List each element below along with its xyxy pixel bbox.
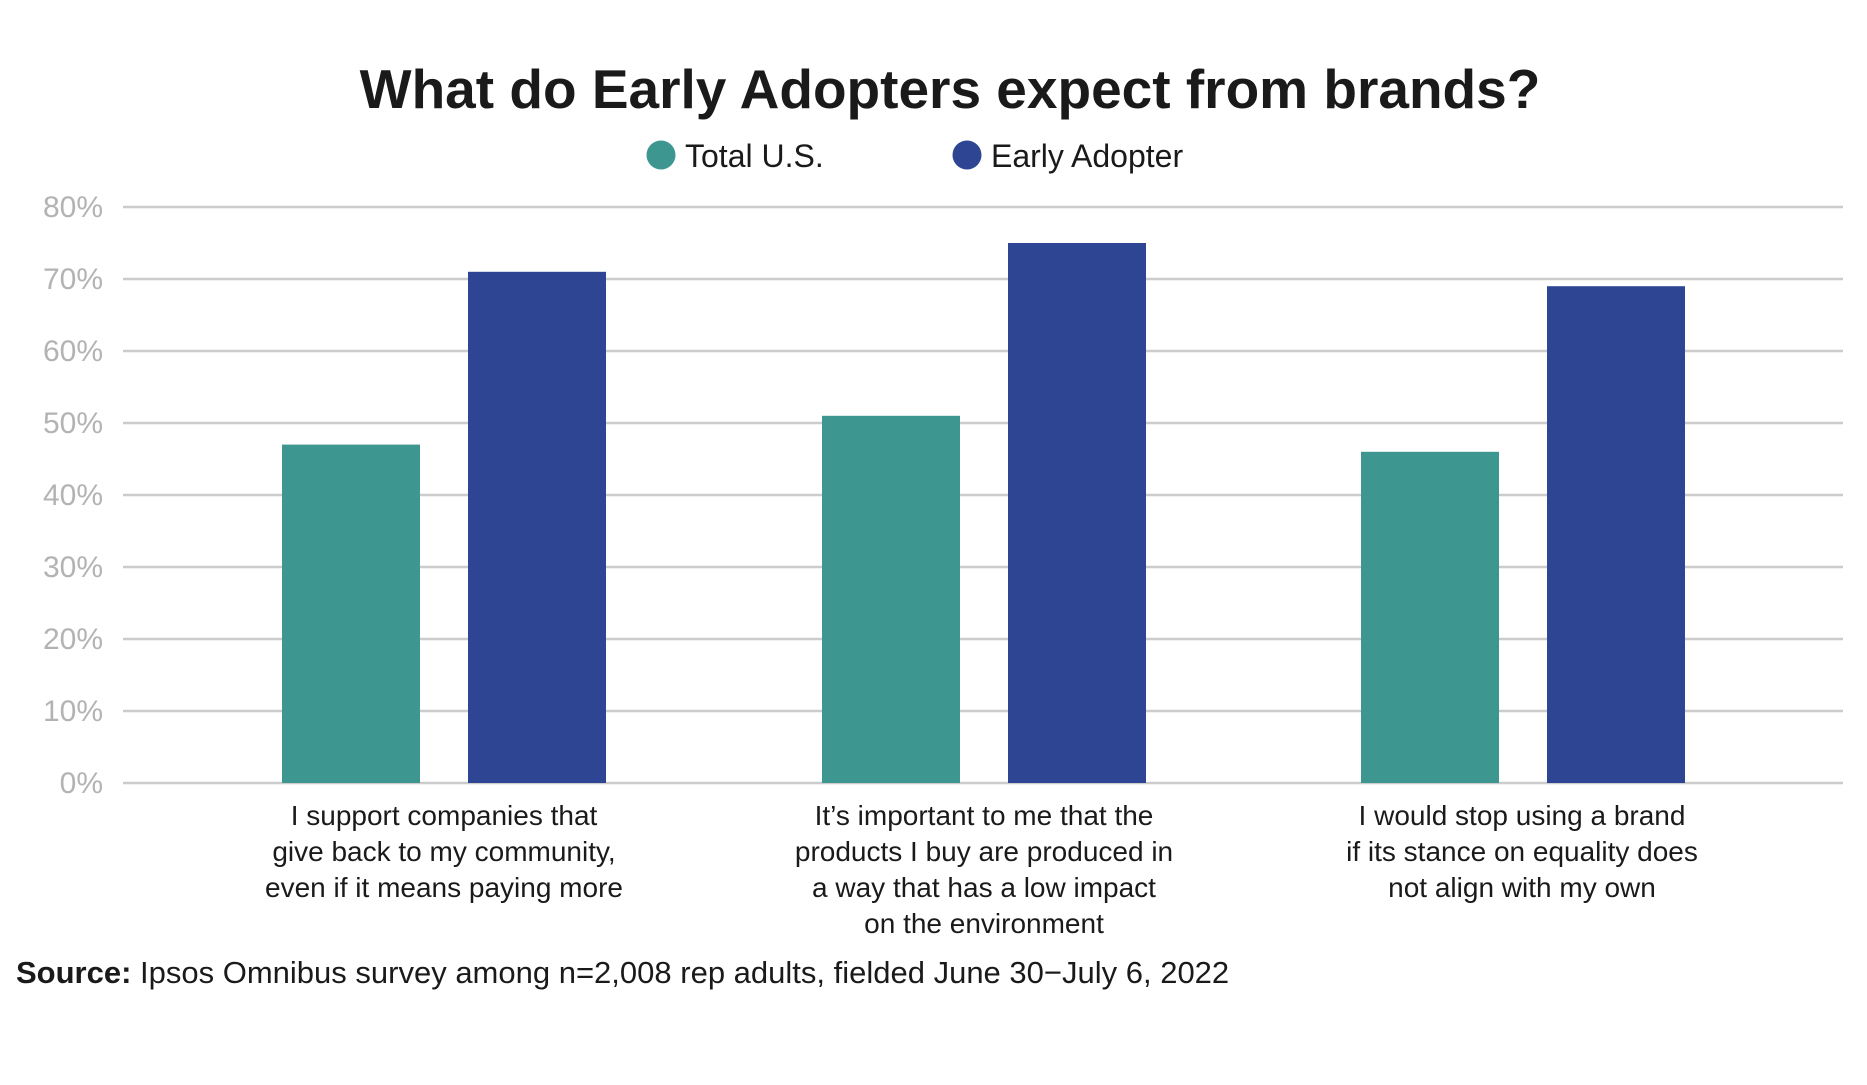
svg-text:I would stop using a brand: I would stop using a brand	[1359, 800, 1686, 831]
svg-text:not align with my own: not align with my own	[1388, 872, 1656, 903]
svg-text:What do Early Adopters expect: What do Early Adopters expect from brand…	[360, 58, 1541, 120]
svg-text:products I buy are produced in: products I buy are produced in	[795, 836, 1173, 867]
svg-text:Source: Ipsos Omnibus survey a: Source: Ipsos Omnibus survey among n=2,0…	[16, 955, 1229, 990]
svg-text:give back to my community,: give back to my community,	[272, 836, 615, 867]
svg-text:It’s important to me that the: It’s important to me that the	[815, 800, 1154, 831]
svg-text:50%: 50%	[43, 407, 103, 440]
svg-text:if its stance on equality does: if its stance on equality does	[1346, 836, 1698, 867]
svg-text:60%: 60%	[43, 335, 103, 368]
svg-text:Total U.S.: Total U.S.	[685, 138, 824, 174]
svg-text:40%: 40%	[43, 479, 103, 512]
svg-text:a way that has a low impact: a way that has a low impact	[812, 872, 1156, 903]
svg-text:80%: 80%	[43, 191, 103, 224]
svg-text:30%: 30%	[43, 551, 103, 584]
svg-text:on the environment: on the environment	[864, 908, 1104, 939]
svg-text:0%: 0%	[60, 767, 103, 800]
svg-text:20%: 20%	[43, 623, 103, 656]
svg-text:even if it means paying more: even if it means paying more	[265, 872, 623, 903]
svg-text:Early Adopter: Early Adopter	[991, 138, 1183, 174]
svg-text:I support companies that: I support companies that	[291, 800, 598, 831]
svg-text:70%: 70%	[43, 263, 103, 296]
svg-text:10%: 10%	[43, 695, 103, 728]
